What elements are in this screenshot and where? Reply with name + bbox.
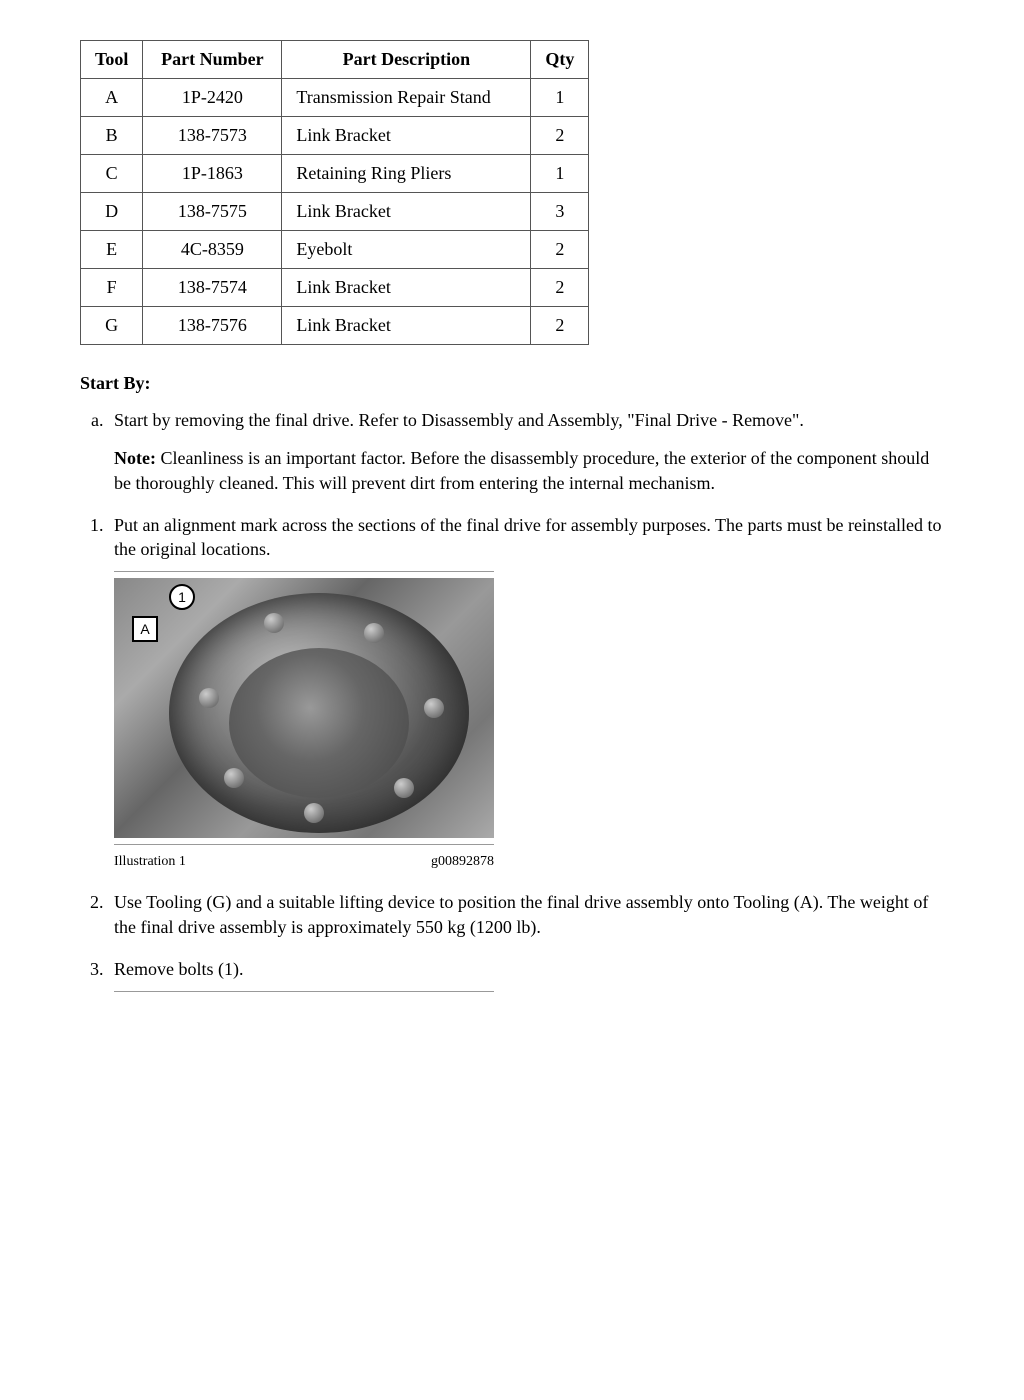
note-label: Note: — [114, 448, 156, 468]
callout-a: A — [132, 616, 158, 642]
th-tool: Tool — [81, 41, 143, 79]
cell-qty: 2 — [531, 117, 589, 155]
cell-pn: 138-7575 — [143, 193, 282, 231]
cell-qty: 2 — [531, 231, 589, 269]
table-row: A1P-2420Transmission Repair Stand1 — [81, 79, 589, 117]
cell-desc: Retaining Ring Pliers — [282, 155, 531, 193]
step-3: Remove bolts (1). — [108, 957, 944, 992]
step-a-text: Start by removing the final drive. Refer… — [114, 410, 804, 430]
hub-inner-graphic — [229, 648, 409, 798]
step-1-text: Put an alignment mark across the section… — [114, 515, 941, 559]
cell-desc: Link Bracket — [282, 117, 531, 155]
cell-pn: 138-7574 — [143, 269, 282, 307]
numbered-steps: Put an alignment mark across the section… — [108, 513, 944, 992]
cell-desc: Link Bracket — [282, 307, 531, 345]
start-by-list: Start by removing the final drive. Refer… — [108, 408, 944, 495]
cell-pn: 138-7573 — [143, 117, 282, 155]
note-block: Note: Cleanliness is an important factor… — [114, 446, 944, 495]
cell-tool: B — [81, 117, 143, 155]
cell-pn: 1P-1863 — [143, 155, 282, 193]
table-row: C1P-1863Retaining Ring Pliers1 — [81, 155, 589, 193]
cell-tool: D — [81, 193, 143, 231]
tools-table: Tool Part Number Part Description Qty A1… — [80, 40, 589, 345]
figure-rule-top — [114, 571, 494, 572]
cell-pn: 4C-8359 — [143, 231, 282, 269]
table-row: B138-7573Link Bracket2 — [81, 117, 589, 155]
cell-pn: 1P-2420 — [143, 79, 282, 117]
cell-qty: 1 — [531, 155, 589, 193]
th-pn: Part Number — [143, 41, 282, 79]
figure-2-wrap — [114, 991, 944, 992]
step-2: Use Tooling (G) and a suitable lifting d… — [108, 890, 944, 939]
cell-tool: C — [81, 155, 143, 193]
step-a: Start by removing the final drive. Refer… — [108, 408, 944, 495]
figure-2-rule-top — [114, 991, 494, 992]
figure-rule-bottom — [114, 844, 494, 845]
th-qty: Qty — [531, 41, 589, 79]
cell-desc: Link Bracket — [282, 269, 531, 307]
cell-tool: A — [81, 79, 143, 117]
step-1: Put an alignment mark across the section… — [108, 513, 944, 872]
cell-qty: 2 — [531, 307, 589, 345]
cell-pn: 138-7576 — [143, 307, 282, 345]
figure-1-image: 1 A — [114, 578, 494, 838]
cell-tool: E — [81, 231, 143, 269]
illustration-code: g00892878 — [431, 853, 494, 872]
cell-qty: 3 — [531, 193, 589, 231]
cell-tool: F — [81, 269, 143, 307]
start-by-label: Start By: — [80, 373, 944, 394]
table-row: E4C-8359Eyebolt2 — [81, 231, 589, 269]
cell-qty: 2 — [531, 269, 589, 307]
cell-tool: G — [81, 307, 143, 345]
note-text: Cleanliness is an important factor. Befo… — [114, 448, 929, 492]
table-row: F138-7574Link Bracket2 — [81, 269, 589, 307]
figure-1-wrap: 1 A Illustration 1 g00892878 — [114, 571, 944, 872]
callout-1: 1 — [169, 584, 195, 610]
cell-qty: 1 — [531, 79, 589, 117]
th-desc: Part Description — [282, 41, 531, 79]
cell-desc: Eyebolt — [282, 231, 531, 269]
step-3-text: Remove bolts (1). — [114, 959, 243, 979]
table-row: D138-7575Link Bracket3 — [81, 193, 589, 231]
cell-desc: Transmission Repair Stand — [282, 79, 531, 117]
figure-caption-row: Illustration 1 g00892878 — [114, 853, 494, 872]
table-row: G138-7576Link Bracket2 — [81, 307, 589, 345]
cell-desc: Link Bracket — [282, 193, 531, 231]
illustration-label: Illustration 1 — [114, 853, 186, 872]
